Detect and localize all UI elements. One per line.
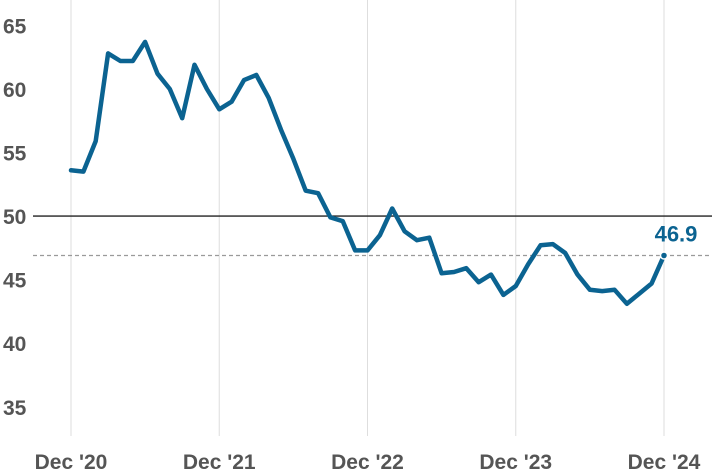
y-tick-label: 60 xyxy=(3,79,26,102)
series-layer xyxy=(68,39,669,307)
reference-lines xyxy=(33,215,712,257)
x-tick-label: Dec '20 xyxy=(35,451,108,473)
y-axis: 35 40 45 50 55 60 65 xyxy=(3,15,27,419)
y-tick-label: 50 xyxy=(3,206,26,229)
x-tick-label: Dec '23 xyxy=(479,451,552,473)
y-tick-label: 45 xyxy=(3,270,27,293)
vertical-gridlines xyxy=(70,0,665,436)
y-tick-label: 55 xyxy=(3,143,27,166)
x-axis: Dec '20 Dec '21 Dec '22 Dec '23 Dec '24 xyxy=(35,451,701,473)
series-line xyxy=(68,39,667,307)
x-tick-label: Dec '22 xyxy=(331,451,404,473)
last-value-label: 46.9 xyxy=(655,221,698,246)
x-tick-label: Dec '24 xyxy=(628,451,701,473)
y-tick-label: 35 xyxy=(3,397,27,420)
x-tick-label: Dec '21 xyxy=(183,451,256,473)
y-tick-label: 65 xyxy=(3,15,27,38)
last-value-annotation: 46.9 xyxy=(655,221,698,246)
last-point-marker xyxy=(659,251,669,260)
y-tick-label: 40 xyxy=(3,333,26,356)
